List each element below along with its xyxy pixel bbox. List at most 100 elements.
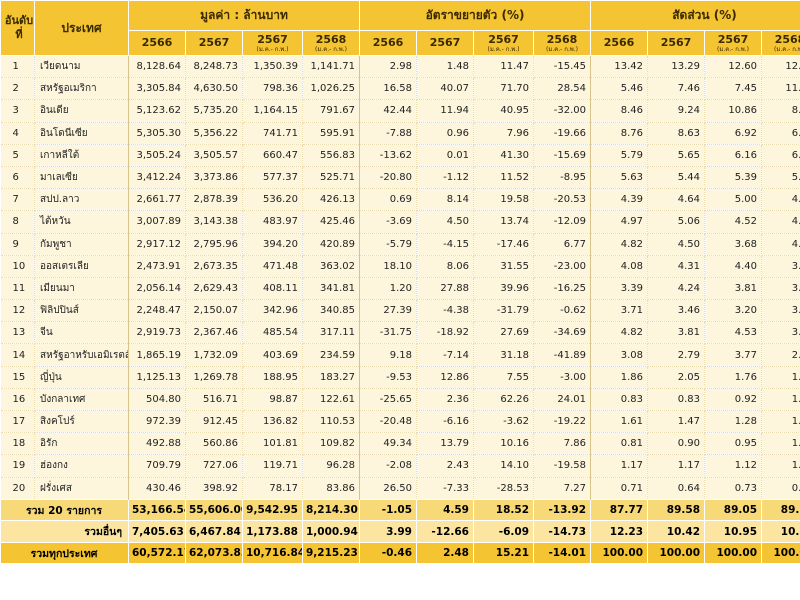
value-cell: 485.54 xyxy=(242,321,303,345)
table-row: 16 บังกลาเทศ 504.80 516.71 98.87 122.61 -25.65… xyxy=(0,388,800,412)
value-cell: 595.91 xyxy=(302,122,360,145)
growth-cell: -18.92 xyxy=(416,321,474,345)
share-cell: 5.70 xyxy=(761,166,800,190)
growth-cell: 13.74 xyxy=(473,210,534,234)
value-cell: 471.48 xyxy=(242,255,303,278)
growth-cell: 71.70 xyxy=(473,77,534,101)
share-cell: 1.17 xyxy=(590,454,649,478)
share-cell: 3.39 xyxy=(590,277,649,301)
rank-cell: 8 xyxy=(0,210,35,234)
value-cell: 101.81 xyxy=(242,432,303,456)
value-total-cell: 9,542.95 xyxy=(242,498,303,522)
share-cell: 11.14 xyxy=(761,77,800,101)
table-row: 1 เวียดนาม 8,128.64 8,248.73 1,350.39 1,141.7… xyxy=(0,55,800,79)
growth-cell: 0.01 xyxy=(416,144,474,167)
value-cell: 3,412.24 xyxy=(128,166,186,190)
value-cell: 342.96 xyxy=(242,299,303,323)
share-cell: 3.94 xyxy=(761,255,800,278)
growth-cell: 0.69 xyxy=(359,188,417,212)
country-cell: เมียนมา xyxy=(34,277,129,301)
growth-cell: -6.16 xyxy=(416,410,474,434)
growth-cell: 49.34 xyxy=(359,432,417,456)
value-cell: 972.39 xyxy=(128,410,186,434)
share-cell: 0.90 xyxy=(647,432,706,456)
value-cell: 363.02 xyxy=(302,255,360,278)
rank-cell: 4 xyxy=(0,122,35,145)
share-cell: 7.45 xyxy=(704,77,763,101)
growth-cell: 8.14 xyxy=(416,188,474,212)
share-cell: 5.39 xyxy=(704,166,763,190)
value-cell: 420.89 xyxy=(302,233,360,256)
share-total-cell: 100.00 xyxy=(590,541,649,565)
growth-cell: -15.69 xyxy=(533,144,592,167)
value-cell: 96.28 xyxy=(302,454,360,478)
growth-cell: 14.10 xyxy=(473,454,534,478)
period-year-header: 2568(ม.ค.- ก.พ.) xyxy=(302,30,360,56)
share-cell: 3.20 xyxy=(704,299,763,323)
year-header: 2566 xyxy=(590,30,649,56)
value-cell: 741.71 xyxy=(242,122,303,145)
share-cell: 0.95 xyxy=(704,432,763,456)
growth-cell: 12.86 xyxy=(416,366,474,389)
value-cell: 5,123.62 xyxy=(128,99,186,123)
country-cell: ออสเตรเลีย xyxy=(34,255,129,278)
growth-cell: 6.77 xyxy=(533,233,592,256)
value-cell: 234.59 xyxy=(302,343,360,367)
value-cell: 3,143.38 xyxy=(185,210,243,234)
value-cell: 2,367.46 xyxy=(185,321,243,345)
growth-cell: 1.20 xyxy=(359,277,417,301)
growth-cell: -5.79 xyxy=(359,233,417,256)
growth-cell: -3.00 xyxy=(533,366,592,389)
share-cell: 0.83 xyxy=(647,388,706,412)
year-header: 2567 xyxy=(185,30,243,56)
value-cell: 1,164.15 xyxy=(242,99,303,123)
value-cell: 2,878.39 xyxy=(185,188,243,212)
value-cell: 483.97 xyxy=(242,210,303,234)
share-cell: 3.81 xyxy=(704,277,763,301)
value-cell: 577.37 xyxy=(242,166,303,190)
value-cell: 556.83 xyxy=(302,144,360,167)
value-group-header: มูลค่า : ล้านบาท xyxy=(128,0,360,31)
growth-cell: 41.30 xyxy=(473,144,534,167)
total-label: รวมอื่นๆ xyxy=(0,520,129,543)
share-cell: 6.04 xyxy=(761,144,800,167)
growth-cell: -13.62 xyxy=(359,144,417,167)
share-cell: 4.62 xyxy=(761,188,800,212)
rank-cell: 5 xyxy=(0,144,35,167)
share-cell: 4.82 xyxy=(590,233,649,256)
growth-cell: -34.69 xyxy=(533,321,592,345)
rank-cell: 3 xyxy=(0,99,35,123)
share-cell: 5.79 xyxy=(590,144,649,167)
value-cell: 1,269.78 xyxy=(185,366,243,389)
country-cell: ฟิลิปปินส์ xyxy=(34,299,129,323)
share-cell: 3.71 xyxy=(761,277,800,301)
growth-cell: -9.53 xyxy=(359,366,417,389)
share-total-cell: 100.00 xyxy=(761,541,800,565)
value-cell: 2,248.47 xyxy=(128,299,186,323)
growth-cell: -7.33 xyxy=(416,477,474,500)
share-cell: 6.16 xyxy=(704,144,763,167)
country-cell: สิงคโปร์ xyxy=(34,410,129,434)
value-cell: 98.87 xyxy=(242,388,303,412)
growth-cell: 26.50 xyxy=(359,477,417,500)
period-year-header: 2567 (ม.ค.- ก.พ.) xyxy=(473,30,534,56)
value-cell: 2,661.77 xyxy=(128,188,186,212)
country-cell: ฮ่องกง xyxy=(34,454,129,478)
rank-cell: 2 xyxy=(0,77,35,101)
value-cell: 2,629.43 xyxy=(185,277,243,301)
growth-total-cell: -14.01 xyxy=(532,541,592,565)
value-cell: 3,505.57 xyxy=(185,144,243,167)
share-cell: 4.53 xyxy=(704,321,763,345)
share-cell: 13.29 xyxy=(647,55,706,79)
value-cell: 394.20 xyxy=(242,233,303,256)
country-cell: ญี่ปุ่น xyxy=(34,366,129,389)
growth-cell: -2.08 xyxy=(359,454,417,478)
rank-cell: 12 xyxy=(0,299,35,323)
share-cell: 13.42 xyxy=(590,55,649,79)
table-totals: รวม 20 รายการ 53,166.54 55,606.00 9,542.95 8… xyxy=(0,498,800,565)
growth-cell: -25.65 xyxy=(359,388,417,412)
value-cell: 709.79 xyxy=(128,454,186,478)
share-cell: 4.39 xyxy=(590,188,649,212)
growth-cell: 1.48 xyxy=(416,55,474,79)
growth-cell: 39.96 xyxy=(473,277,534,301)
